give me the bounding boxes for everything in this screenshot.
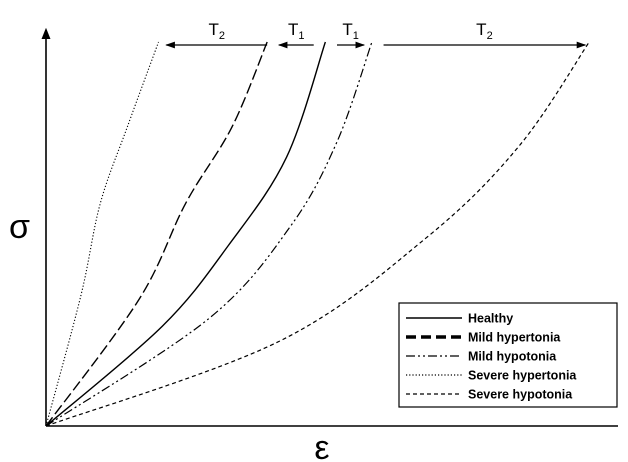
annotations-group: T2 T1 T1 T2	[165, 20, 587, 49]
curve-severe-hypotonia	[45, 41, 590, 427]
legend-label-healthy: Healthy	[468, 312, 513, 326]
legend-label-severe-hypotonia: Severe hypotonia	[468, 388, 573, 402]
curve-healthy	[45, 41, 327, 427]
legend-label-severe-hypertonia: Severe hypertonia	[468, 369, 577, 383]
legend: Healthy Mild hypertonia Mild hypotonia Seve…	[398, 302, 618, 408]
annotation-label-2: T1	[288, 20, 305, 42]
curve-mild-hypotonia	[45, 41, 373, 427]
legend-box	[398, 302, 618, 408]
annotation-label-4: T2	[476, 20, 493, 42]
curve-mild-hypertonia	[45, 41, 268, 427]
x-axis-label: ε	[314, 429, 329, 462]
legend-label-mild-hypotonia: Mild hypotonia	[468, 350, 557, 364]
curve-severe-hypertonia	[45, 41, 160, 427]
curves-group	[45, 41, 590, 427]
annotation-label-3: T1	[342, 20, 359, 42]
legend-label-mild-hypertonia: Mild hypertonia	[468, 331, 561, 345]
annotation-label-1: T2	[208, 20, 225, 42]
y-axis-label: σ	[9, 208, 30, 246]
